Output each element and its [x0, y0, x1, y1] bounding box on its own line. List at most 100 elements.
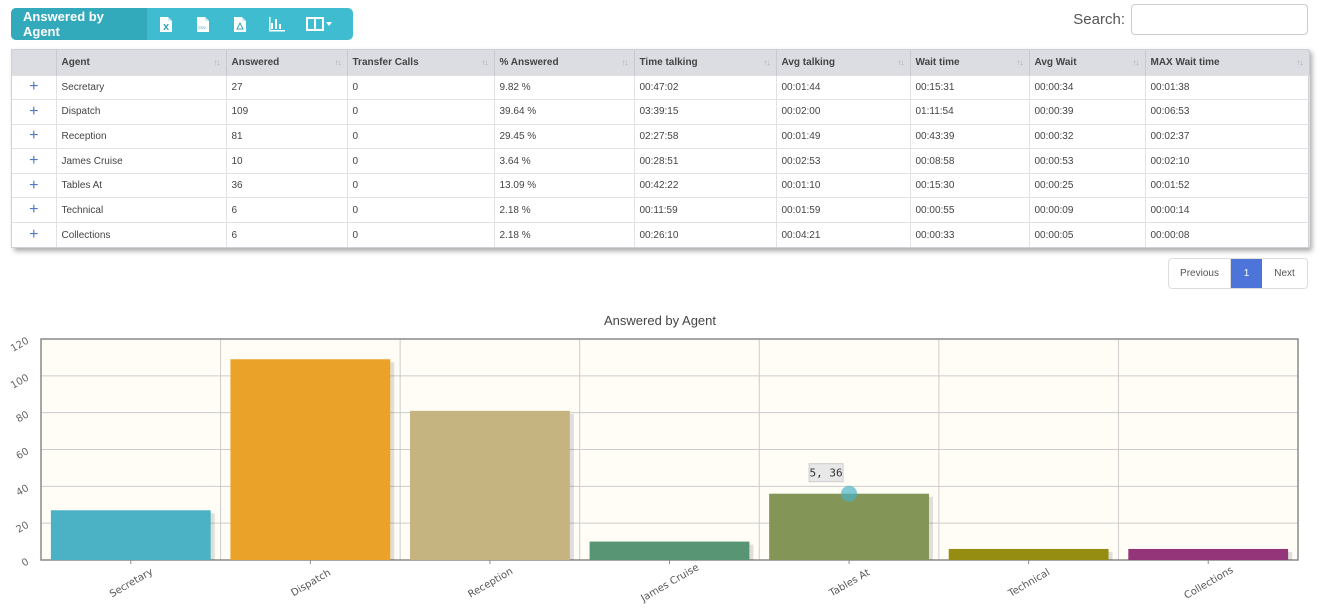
table-cell: 0	[347, 197, 495, 223]
table-cell: 29.45 %	[494, 123, 635, 149]
table-cell: Collections	[56, 222, 227, 248]
table-cell: Dispatch	[56, 99, 227, 125]
table-cell: 00:26:10	[634, 222, 777, 248]
header-percent-answered[interactable]: % Answered ↑↓	[494, 50, 635, 75]
table-cell: 00:08:58	[910, 148, 1030, 174]
table-cell: 00:43:39	[910, 123, 1030, 149]
y-tick-label: 60	[14, 446, 31, 462]
agent-table: Agent ↑↓ Answered ↑↓ Transfer Calls ↑↓ % An…	[11, 49, 1310, 249]
table-row[interactable]: + Secretary 27 0 9.82 % 00:47:02 00:01:44 00:15…	[12, 74, 1310, 100]
table-cell: 00:02:00	[776, 99, 911, 125]
header-agent[interactable]: Agent ↑↓	[56, 50, 227, 75]
header-wait-time[interactable]: Wait time ↑↓	[910, 50, 1030, 75]
previous-page-button[interactable]: Previous	[1169, 259, 1231, 288]
excel-icon: X	[159, 16, 172, 32]
table-cell: Tables At	[56, 172, 227, 198]
header-answered[interactable]: Answered ↑↓	[226, 50, 348, 75]
report-title-button[interactable]: Answered by Agent	[11, 8, 147, 40]
header-max-wait-time[interactable]: MAX Wait time ↑↓	[1145, 50, 1310, 75]
table-cell: 0	[347, 222, 495, 248]
header-label: Wait time	[915, 56, 960, 68]
table-cell: 00:00:25	[1029, 172, 1146, 198]
search-box: Search:	[1073, 4, 1308, 35]
table-cell: 6	[226, 197, 348, 223]
expand-row-icon[interactable]: +	[12, 172, 57, 198]
table-cell: 00:01:52	[1145, 172, 1310, 198]
export-toolbar: Answered by Agent X csv	[11, 8, 353, 40]
table-cell: 00:00:55	[910, 197, 1030, 223]
excel-export-button[interactable]: X	[147, 8, 184, 40]
search-label: Search:	[1073, 11, 1125, 28]
expand-row-icon[interactable]: +	[12, 123, 57, 149]
pagination: Previous 1 Next	[1168, 258, 1308, 289]
table-cell: 00:11:59	[634, 197, 777, 223]
table-cell: Secretary	[56, 74, 227, 100]
table-row[interactable]: + Reception 81 0 29.45 % 02:27:58 00:01:49 00:4…	[12, 123, 1310, 149]
sort-icon: ↑↓	[1132, 58, 1140, 67]
table-cell: 00:01:38	[1145, 74, 1310, 100]
header-label: Avg talking	[781, 56, 836, 68]
table-row[interactable]: + Tables At 36 0 13.09 % 00:42:22 00:01:10 00:1…	[12, 172, 1310, 198]
expand-row-icon[interactable]: +	[12, 74, 57, 100]
csv-export-button[interactable]: csv	[184, 8, 221, 40]
expand-row-icon[interactable]: +	[12, 99, 57, 125]
y-tick-label: 100	[9, 373, 31, 392]
columns-icon	[306, 17, 332, 31]
bar	[1128, 548, 1289, 560]
pdf-icon	[233, 16, 246, 32]
chart-toggle-button[interactable]	[258, 8, 295, 40]
header-expand	[12, 50, 57, 75]
page-1-button[interactable]: 1	[1231, 259, 1262, 288]
expand-row-icon[interactable]: +	[12, 197, 57, 223]
table-cell: 00:01:59	[776, 197, 911, 223]
bar-chart-icon	[268, 16, 285, 31]
table-cell: 00:00:33	[910, 222, 1030, 248]
table-cell: 81	[226, 123, 348, 149]
table-cell: 0	[347, 148, 495, 174]
table-row[interactable]: + Collections 6 0 2.18 % 00:26:10 00:04:21 00:0…	[12, 222, 1310, 248]
sort-icon: ↑↓	[334, 58, 342, 67]
table-row[interactable]: + James Cruise 10 0 3.64 % 00:28:51 00:02:53 00…	[12, 148, 1310, 174]
table-row[interactable]: + Technical 6 0 2.18 % 00:11:59 00:01:59 00:00:…	[12, 197, 1310, 223]
table-cell: 0	[347, 99, 495, 125]
column-visibility-button[interactable]	[295, 8, 345, 40]
bar	[769, 493, 929, 560]
header-label: MAX Wait time	[1150, 56, 1220, 68]
svg-text:X: X	[163, 23, 170, 32]
y-tick-label: 0	[20, 557, 31, 570]
table-cell: 00:02:37	[1145, 123, 1310, 149]
x-tick-label: Tables At	[827, 567, 872, 599]
y-tick-label: 20	[14, 520, 31, 536]
expand-row-icon[interactable]: +	[12, 148, 57, 174]
table-cell: 0	[347, 123, 495, 149]
bar	[948, 548, 1109, 560]
tooltip-box	[808, 463, 844, 483]
header-label: Transfer Calls	[352, 56, 419, 68]
header-avg-talking[interactable]: Avg talking ↑↓	[776, 50, 911, 75]
header-avg-wait[interactable]: Avg Wait ↑↓	[1029, 50, 1146, 75]
pdf-export-button[interactable]	[221, 8, 258, 40]
table-cell: 2.18 %	[494, 222, 635, 248]
table-cell: 02:27:58	[634, 123, 777, 149]
next-page-button[interactable]: Next	[1274, 268, 1295, 279]
table-cell: 00:15:31	[910, 74, 1030, 100]
table-cell: 36	[226, 172, 348, 198]
header-time-talking[interactable]: Time talking ↑↓	[634, 50, 777, 75]
table-cell: 00:00:08	[1145, 222, 1310, 248]
expand-row-icon[interactable]: +	[12, 222, 57, 248]
sort-icon: ↑↓	[481, 58, 489, 67]
highlight-point	[841, 485, 858, 502]
table-cell: 0	[347, 172, 495, 198]
header-transfer-calls[interactable]: Transfer Calls ↑↓	[347, 50, 495, 75]
table-cell: 00:02:10	[1145, 148, 1310, 174]
bar	[50, 510, 211, 560]
sort-icon: ↑↓	[213, 58, 221, 67]
x-tick-label: Reception	[466, 566, 515, 600]
table-cell: 109	[226, 99, 348, 125]
table-row[interactable]: + Dispatch 109 0 39.64 % 03:39:15 00:02:00 01:1…	[12, 99, 1310, 125]
sort-icon: ↑↓	[1296, 58, 1304, 67]
table-body: + Secretary 27 0 9.82 % 00:47:02 00:01:44 00:15…	[12, 74, 1310, 248]
x-tick-label: Dispatch	[289, 568, 333, 599]
sort-icon: ↑↓	[621, 58, 629, 67]
search-input[interactable]	[1131, 4, 1308, 35]
